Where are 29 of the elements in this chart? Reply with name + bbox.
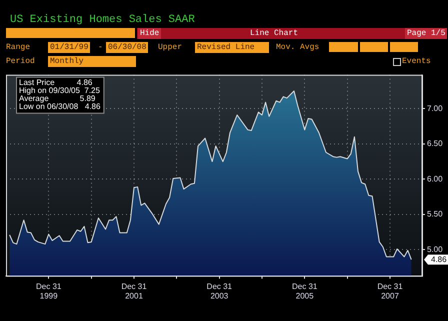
annotation: Low on 06/30/08 4.86	[19, 102, 101, 112]
annotation: 4.86	[431, 254, 448, 264]
text: 01/31/99	[48, 42, 90, 53]
y-tick-label: 6.50	[427, 139, 444, 148]
text: Period	[6, 56, 35, 67]
text: Hide	[138, 28, 162, 39]
text: Range	[6, 42, 30, 53]
text: Revised Line	[195, 42, 269, 53]
annotation: Last Price 4.86	[19, 78, 93, 88]
text: 06/30/08	[106, 42, 148, 53]
text: Page 1/5	[405, 28, 448, 39]
chart-title: US Existing Homes Sales SAAR	[10, 14, 195, 26]
annotation: Average 5.89	[19, 94, 96, 104]
text: -	[98, 42, 103, 53]
text: Upper	[158, 42, 182, 53]
x-tick-label: Dec 31 1999	[36, 282, 62, 300]
text: Events	[402, 56, 431, 67]
x-tick-label: Dec 31 2001	[121, 282, 148, 300]
text: Mov. Avgs	[276, 42, 320, 53]
x-tick-label: Dec 31 2007	[377, 282, 404, 300]
x-tick-label: Dec 31 2005	[292, 282, 318, 300]
y-tick-label: 7.00	[427, 104, 444, 113]
text: Line Chart	[250, 28, 298, 39]
x-tick-label: Dec 31 2003	[206, 282, 233, 300]
y-tick-label: 6.00	[427, 174, 444, 184]
text: Monthly	[48, 56, 136, 67]
y-tick-label: 5.00	[427, 244, 444, 254]
annotation: High on 09/30/05 7.25	[19, 86, 101, 96]
y-tick-label: 5.50	[427, 210, 444, 219]
